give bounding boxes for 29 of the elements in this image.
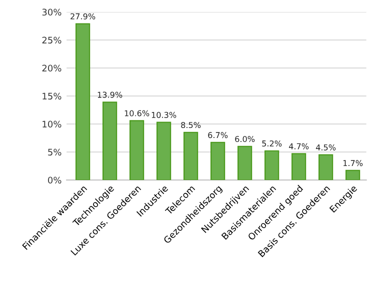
data-label: 5.2% — [262, 140, 282, 147]
bar — [156, 122, 172, 180]
y-tick-label: 25% — [42, 36, 62, 44]
data-label: 6.0% — [235, 136, 255, 142]
bar — [75, 23, 90, 180]
bar — [345, 170, 360, 180]
bar — [237, 146, 252, 180]
data-label: 27.9% — [70, 13, 96, 20]
data-label: 8.5% — [181, 122, 201, 128]
bar — [129, 120, 144, 180]
y-tick-label: 15% — [42, 92, 62, 100]
data-label: 6.7% — [208, 132, 228, 138]
data-label: 10.3% — [152, 112, 176, 118]
data-label: 13.9% — [98, 92, 122, 98]
y-tick-label: 10% — [42, 120, 62, 128]
y-tick-label: 30% — [42, 8, 62, 16]
bar — [183, 132, 198, 180]
data-label: 1.7% — [343, 160, 363, 166]
y-tick-label: 20% — [42, 64, 62, 72]
bar — [291, 153, 306, 180]
data-label: 10.6% — [124, 110, 150, 116]
data-label: 4.7% — [288, 143, 309, 150]
data-label: 4.5% — [316, 144, 336, 150]
bar — [264, 150, 280, 180]
bar — [102, 102, 118, 180]
y-tick-label: 0% — [48, 176, 62, 184]
bar — [210, 142, 226, 180]
y-tick-label: 5% — [48, 148, 62, 156]
bar — [318, 154, 334, 180]
